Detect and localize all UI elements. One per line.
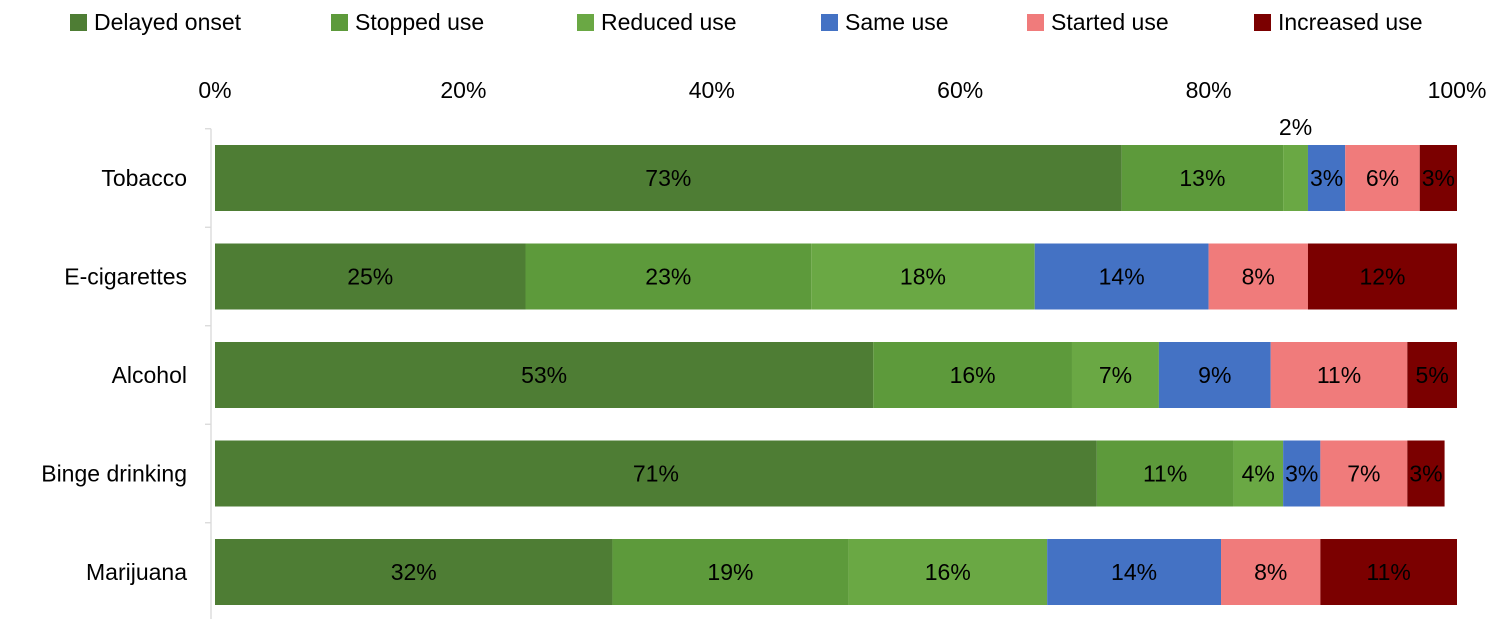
data-label-tobacco-delayed-onset: 73% [645, 165, 691, 191]
data-label-alcohol-reduced-use: 7% [1099, 362, 1132, 388]
legend-swatch-reduced-use [577, 14, 594, 31]
data-label-marijuana-same-use: 14% [1111, 559, 1157, 585]
legend-label-increased-use: Increased use [1278, 9, 1422, 35]
x-tick-label-1: 20% [440, 77, 486, 103]
legend-item-same-use: Same use [821, 9, 949, 35]
bar-binge-drinking-started-use [1320, 440, 1408, 507]
category-label-marijuana: Marijuana [86, 559, 187, 585]
data-label-binge-drinking-reduced-use: 4% [1242, 461, 1275, 487]
bar-tobacco-reduced-use [1283, 145, 1308, 211]
data-label-tobacco-same-use: 3% [1310, 165, 1343, 191]
y-axis: Tobacco E-cigarettes Alcohol Binge drinking… [41, 128, 212, 619]
legend-label-reduced-use: Reduced use [601, 9, 737, 35]
data-label-tobacco-started-use: 6% [1366, 165, 1399, 191]
bar-alcohol-started-use [1270, 342, 1408, 408]
bar-marijuana-delayed-onset [215, 539, 613, 605]
data-label-marijuana-reduced-use: 16% [925, 559, 971, 585]
legend-swatch-increased-use [1254, 14, 1271, 31]
data-label-alcohol-started-use: 11% [1317, 362, 1361, 388]
bars [215, 145, 1457, 605]
bar-tobacco-stopped-use [1121, 145, 1284, 211]
legend-item-delayed-onset: Delayed onset [70, 9, 242, 35]
legend-item-stopped-use: Stopped use [331, 9, 484, 35]
bar-e-cigarettes-started-use [1208, 243, 1308, 310]
data-label-tobacco-stopped-use: 13% [1179, 165, 1225, 191]
legend-label-stopped-use: Stopped use [355, 9, 484, 35]
legend-item-started-use: Started use [1027, 9, 1169, 35]
bar-binge-drinking-reduced-use [1233, 440, 1284, 507]
data-label-binge-drinking-same-use: 3% [1285, 461, 1318, 487]
data-label-binge-drinking-delayed-onset: 71% [633, 461, 679, 487]
data-label-alcohol-stopped-use: 16% [950, 362, 996, 388]
legend: Delayed onset Stopped use Reduced use Same … [70, 9, 1422, 35]
data-label-alcohol-same-use: 9% [1198, 362, 1231, 388]
bar-binge-drinking-increased-use [1407, 440, 1445, 507]
bar-alcohol-delayed-onset [215, 342, 874, 408]
legend-label-started-use: Started use [1051, 9, 1169, 35]
data-label-e-cigarettes-increased-use: 12% [1359, 264, 1405, 290]
category-label-binge-drinking: Binge drinking [41, 461, 187, 487]
data-label-binge-drinking-increased-use: 3% [1409, 461, 1442, 487]
bar-e-cigarettes-stopped-use [525, 243, 812, 310]
bar-e-cigarettes-same-use [1034, 243, 1209, 310]
legend-swatch-started-use [1027, 14, 1044, 31]
bar-alcohol-reduced-use [1071, 342, 1159, 408]
legend-label-same-use: Same use [845, 9, 949, 35]
legend-item-reduced-use: Reduced use [577, 9, 737, 35]
bar-e-cigarettes-reduced-use [811, 243, 1035, 310]
bar-tobacco-increased-use [1419, 145, 1457, 211]
data-label-binge-drinking-started-use: 7% [1347, 461, 1380, 487]
bar-marijuana-started-use [1221, 539, 1321, 605]
data-label-e-cigarettes-delayed-onset: 25% [347, 264, 393, 290]
bar-binge-drinking-same-use [1283, 440, 1321, 507]
data-label-tobacco-increased-use: 3% [1422, 165, 1455, 191]
bar-alcohol-same-use [1158, 342, 1271, 408]
data-label-e-cigarettes-stopped-use: 23% [645, 264, 691, 290]
bar-binge-drinking-delayed-onset [215, 440, 1097, 507]
x-tick-label-2: 40% [689, 77, 735, 103]
legend-item-increased-use: Increased use [1254, 9, 1422, 35]
bar-tobacco-same-use [1307, 145, 1346, 211]
legend-swatch-delayed-onset [70, 14, 87, 31]
x-tick-label-0: 0% [198, 77, 231, 103]
category-label-tobacco: Tobacco [101, 165, 187, 191]
data-label-alcohol-delayed-onset: 53% [521, 362, 567, 388]
bar-marijuana-reduced-use [848, 539, 1048, 605]
x-tick-label-4: 80% [1186, 77, 1232, 103]
bar-alcohol-increased-use [1407, 342, 1457, 408]
bar-marijuana-same-use [1047, 539, 1222, 605]
x-axis: 0% 20% 40% 60% 80% 100% [198, 77, 1486, 103]
legend-swatch-stopped-use [331, 14, 348, 31]
data-label-e-cigarettes-same-use: 14% [1099, 264, 1145, 290]
bar-e-cigarettes-delayed-onset [215, 243, 526, 310]
data-label-marijuana-started-use: 8% [1254, 559, 1287, 585]
bar-marijuana-stopped-use [612, 539, 849, 605]
bar-tobacco-started-use [1345, 145, 1420, 211]
bar-e-cigarettes-increased-use [1307, 243, 1457, 310]
bar-binge-drinking-stopped-use [1096, 440, 1234, 507]
data-label-marijuana-stopped-use: 19% [707, 559, 753, 585]
legend-swatch-same-use [821, 14, 838, 31]
data-label-marijuana-delayed-onset: 32% [391, 559, 437, 585]
data-labels: 73% 13% 2% 3% 6% 3% 25% 23% 18% 14% 8% 12% 53% 16% 7% 9… [347, 114, 1455, 585]
category-label-alcohol: Alcohol [112, 362, 187, 388]
category-label-e-cigarettes: E-cigarettes [64, 264, 187, 290]
bar-alcohol-stopped-use [873, 342, 1072, 408]
bar-marijuana-increased-use [1320, 539, 1457, 605]
data-label-tobacco-reduced-use: 2% [1279, 114, 1312, 140]
data-label-marijuana-increased-use: 11% [1367, 559, 1411, 585]
x-tick-label-3: 60% [937, 77, 983, 103]
bar-tobacco-delayed-onset [215, 145, 1122, 211]
x-tick-label-5: 100% [1428, 77, 1487, 103]
data-label-e-cigarettes-reduced-use: 18% [900, 264, 946, 290]
data-label-binge-drinking-stopped-use: 11% [1143, 461, 1187, 487]
legend-label-delayed-onset: Delayed onset [94, 9, 242, 35]
data-label-alcohol-increased-use: 5% [1416, 362, 1449, 388]
data-label-e-cigarettes-started-use: 8% [1242, 264, 1275, 290]
